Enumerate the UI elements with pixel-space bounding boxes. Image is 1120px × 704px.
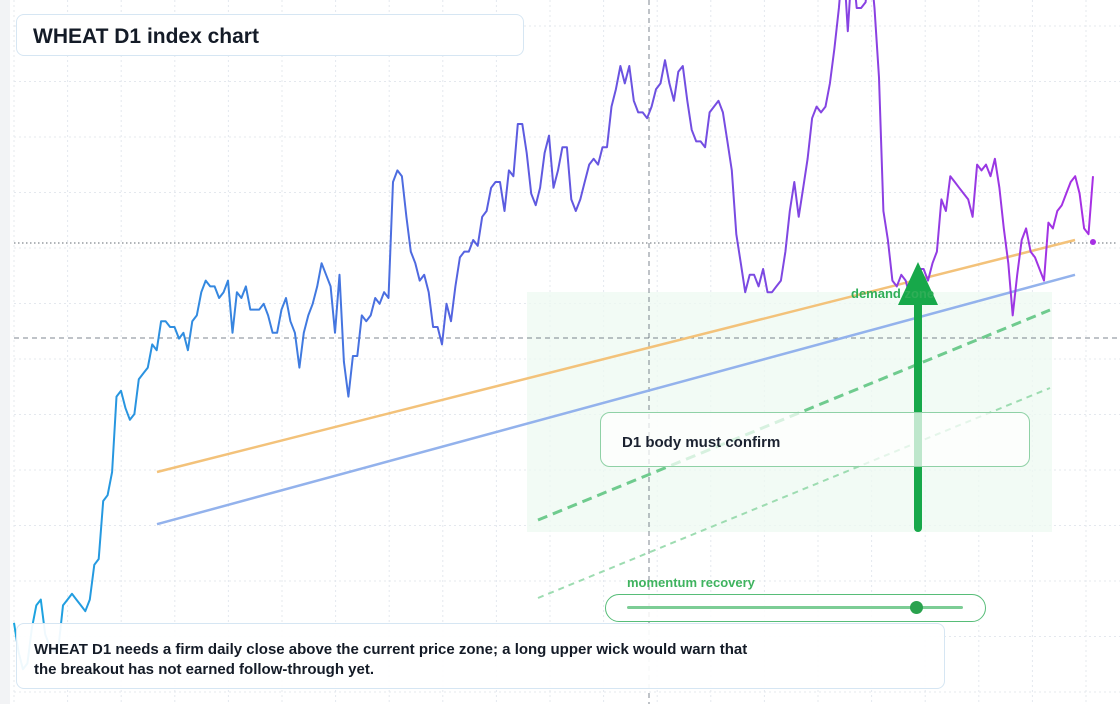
green-dashed-channel-lower [537,387,1051,599]
momentum-slider[interactable] [605,594,986,622]
chart-title: WHEAT D1 index chart [33,25,259,48]
analysis-note-card: WHEAT D1 needs a firm daily close above … [16,623,945,689]
last-price-marker [1090,239,1096,245]
demand-arrow-head [898,262,938,305]
momentum-label: momentum recovery [627,575,755,590]
confirm-callout-label: D1 body must confirm [622,434,781,451]
chart-title-card: WHEAT D1 index chart [16,14,524,56]
momentum-slider-track [627,606,963,609]
confirm-callout: D1 body must confirm [600,412,1030,467]
momentum-slider-knob[interactable] [910,601,923,614]
left-margin-strip [0,0,10,704]
analysis-note: WHEAT D1 needs a firm daily close above … [34,641,748,678]
demand-zone-label: demand zone [851,286,935,301]
